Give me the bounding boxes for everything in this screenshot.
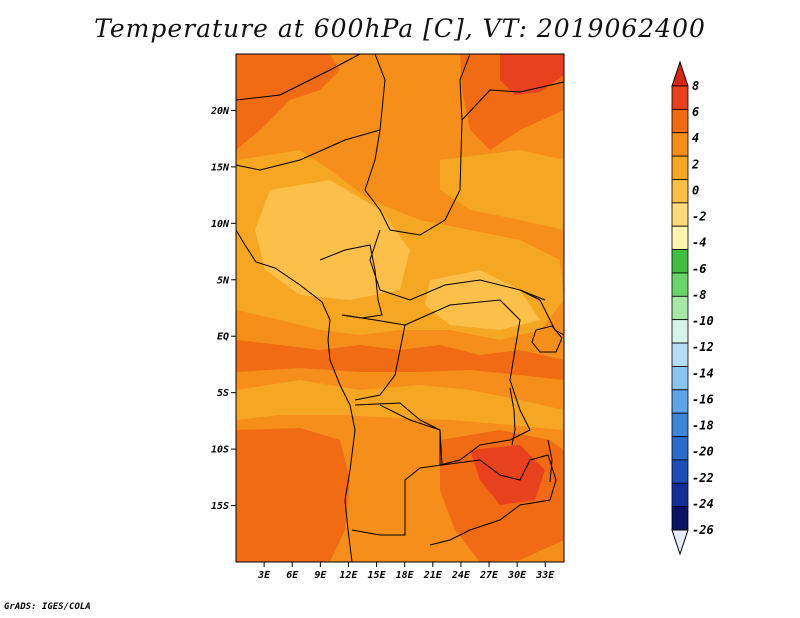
country-borders xyxy=(235,53,565,563)
colorbar-label: -10 xyxy=(692,314,714,328)
colorbar-swatch xyxy=(671,506,689,531)
colorbar-swatch xyxy=(671,295,689,321)
lon-tick-label: 3E xyxy=(257,570,271,581)
lon-tick-label: 12E xyxy=(339,570,358,581)
colorbar-label: -14 xyxy=(692,366,714,380)
field-0to2-region xyxy=(440,150,564,230)
border-congo xyxy=(341,314,406,401)
border-sahel xyxy=(235,53,386,171)
colorbar-top-arrow xyxy=(671,60,689,87)
colorbar-label: -2 xyxy=(692,210,706,224)
lon-tick-label: 27E xyxy=(479,570,499,581)
credit-text: GrADS: IGES/COLA xyxy=(4,602,91,612)
colorbar-swatch xyxy=(671,342,689,367)
border-drc xyxy=(379,299,531,466)
colorbar-label: -18 xyxy=(692,419,714,433)
field-gt6-region xyxy=(470,445,545,505)
colorbar-swatch xyxy=(671,155,689,180)
latitude-axis: 20N 15N 10N 5N EQ 5S 10S 15S xyxy=(210,106,236,512)
colorbar-swatch xyxy=(671,202,689,227)
colorbar-swatch xyxy=(671,179,689,204)
field-4to6-region xyxy=(236,428,350,562)
colorbar: 8 6 4 2 0 -2 -4 -6 -8 -10 -12 -14 -16 -18 -20 -22 -24 -26 xyxy=(671,60,714,556)
lon-tick-label: 18E xyxy=(396,570,415,581)
colorbar-swatch xyxy=(671,85,689,110)
border-car xyxy=(369,229,546,301)
border-north xyxy=(235,53,361,101)
colorbar-swatch xyxy=(671,249,689,274)
colorbar-label: -4 xyxy=(692,236,706,250)
border-east xyxy=(519,289,565,336)
colorbar-swatch xyxy=(671,225,689,250)
colorbar-label: -12 xyxy=(692,340,714,354)
lat-tick-label: 20N xyxy=(210,106,230,117)
longitude-axis: 3E 6E 9E 12E 15E 18E 21E 24E 27E 30E 33E xyxy=(257,562,555,581)
lat-tick-label: 10N xyxy=(211,219,230,230)
colorbar-swatch xyxy=(671,108,689,134)
lake-tanganyika xyxy=(509,387,516,446)
colorbar-label: -26 xyxy=(692,523,714,537)
colorbar-label: 0 xyxy=(692,183,699,197)
lon-tick-label: 24E xyxy=(451,570,471,581)
lat-tick-label: 10S xyxy=(211,445,229,456)
field-m2to0-region xyxy=(425,270,540,330)
lon-tick-label: 30E xyxy=(507,570,527,581)
border-zambia xyxy=(429,454,557,546)
border-chad xyxy=(364,53,471,236)
colorbar-swatch xyxy=(671,389,689,414)
lat-tick-label: 15S xyxy=(211,501,229,512)
colorbar-swatch xyxy=(671,436,689,461)
colorbar-swatch xyxy=(671,366,689,391)
lat-tick-label: EQ xyxy=(217,332,229,343)
lat-tick-label: 15N xyxy=(211,162,230,173)
colorbar-label: 6 xyxy=(692,105,699,119)
lake-malawi xyxy=(547,439,553,483)
colorbar-swatch xyxy=(671,132,689,157)
border-angola xyxy=(351,402,443,536)
colorbar-swatch xyxy=(671,272,689,297)
colorbar-bottom-arrow xyxy=(671,529,689,556)
temperature-field xyxy=(236,54,564,562)
field-gt6-region xyxy=(500,54,564,95)
colorbar-label: -20 xyxy=(692,445,714,459)
colorbar-label: -8 xyxy=(692,288,706,302)
lon-tick-label: 6E xyxy=(286,570,299,581)
lake-victoria xyxy=(531,325,563,353)
west-africa-coastline xyxy=(235,229,356,563)
colorbar-swatch xyxy=(671,412,689,437)
field-4to6-region xyxy=(236,340,564,380)
colorbar-swatch xyxy=(671,482,689,508)
field-m2to0-region xyxy=(255,180,410,300)
colorbar-label: -16 xyxy=(692,392,714,406)
map-title: Temperature at 600hPa [C], VT: 201906240… xyxy=(94,14,706,43)
border-sudan xyxy=(461,81,565,121)
map-frame xyxy=(235,53,565,563)
lon-tick-label: 33E xyxy=(535,570,555,581)
lat-tick-label: 5S xyxy=(217,388,229,399)
colorbar-label: -24 xyxy=(692,497,714,511)
colorbar-label: 2 xyxy=(691,157,699,171)
colorbar-label: -6 xyxy=(692,262,706,276)
lon-tick-label: 15E xyxy=(368,570,387,581)
colorbar-swatch xyxy=(671,319,689,344)
colorbar-swatch xyxy=(671,459,689,484)
field-0to2-region xyxy=(236,380,564,430)
colorbar-label: 8 xyxy=(692,79,699,93)
lon-tick-label: 9E xyxy=(314,570,327,581)
colorbar-label: -22 xyxy=(692,471,714,485)
lon-tick-label: 21E xyxy=(423,570,443,581)
colorbar-label: 4 xyxy=(692,131,699,145)
border-cameroon xyxy=(319,244,383,319)
lat-tick-label: 5N xyxy=(217,275,230,286)
